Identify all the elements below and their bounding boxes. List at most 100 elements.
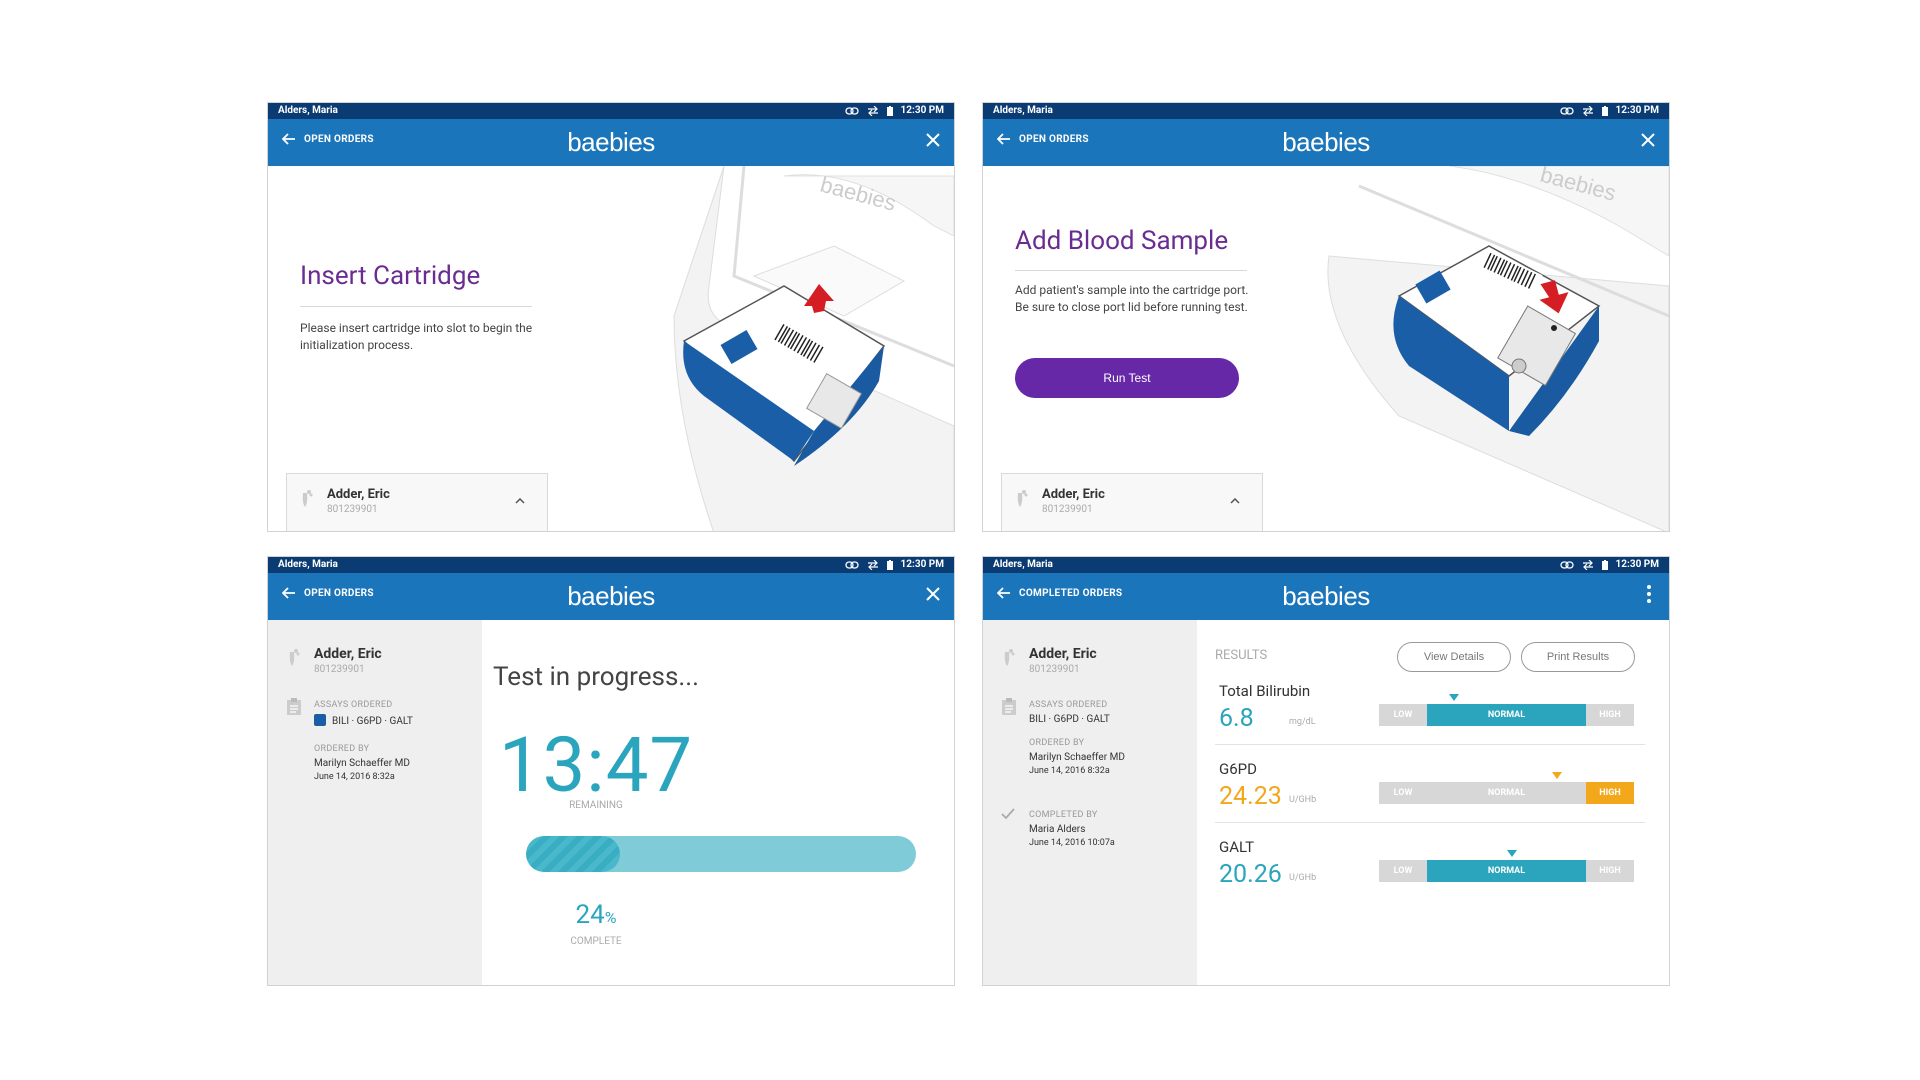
scale-normal: NORMAL (1427, 782, 1586, 804)
battery-icon (886, 560, 893, 570)
status-bar: Alders, Maria 12:30 PM (983, 557, 1669, 573)
page-title: Insert Cartridge (300, 261, 481, 291)
scale-high: HIGH (1586, 782, 1634, 804)
patient-name: Adder, Eric (314, 646, 382, 662)
instructions: Please insert cartridge into slot to beg… (300, 321, 533, 352)
result-name: G6PD (1219, 760, 1257, 778)
ordered-by: Marilyn Schaeffer MD (1029, 752, 1125, 763)
footprint-icon (289, 649, 300, 666)
back-label: OPEN ORDERS (304, 133, 374, 145)
ordered-date: June 14, 2016 8:32a (1029, 766, 1110, 776)
value-marker (1552, 772, 1562, 779)
status-time: 12:30 PM (1615, 105, 1659, 116)
clipboard-icon (1002, 698, 1016, 715)
range-scale: LOW NORMAL HIGH (1379, 860, 1634, 882)
chevron-up-icon[interactable] (1230, 498, 1240, 504)
row-divider (1215, 822, 1645, 823)
clipboard-icon (287, 698, 301, 715)
back-button[interactable]: OPEN ORDERS (282, 133, 374, 145)
back-label: OPEN ORDERS (1019, 133, 1089, 145)
screen-test-in-progress: Alders, Maria 12:30 PM OPEN ORDERS baebi… (267, 556, 955, 986)
range-scale: LOW NORMAL HIGH (1379, 704, 1634, 726)
back-button[interactable]: COMPLETED ORDERS (997, 587, 1122, 599)
content: Adder, Eric 801239901 ASSAYS ORDERED BIL… (268, 620, 954, 985)
scale-high: HIGH (1586, 704, 1634, 726)
completed-date: June 14, 2016 10:07a (1029, 838, 1115, 848)
percent-unit: % (604, 908, 617, 927)
order-sidebar: Adder, Eric 801239901 ASSAYS ORDERED BIL… (983, 620, 1197, 985)
battery-icon (886, 106, 893, 116)
value-marker (1507, 850, 1517, 857)
scale-normal: NORMAL (1427, 704, 1586, 726)
result-unit: mg/dL (1289, 717, 1316, 727)
scale-normal: NORMAL (1427, 860, 1586, 882)
patient-card[interactable]: Adder, Eric 801239901 (1001, 473, 1263, 531)
view-details-button[interactable]: View Details (1397, 642, 1511, 672)
divider (1015, 270, 1247, 271)
result-value: 20.26 (1219, 860, 1282, 889)
close-icon[interactable] (926, 133, 940, 147)
divider (300, 306, 532, 307)
transfer-icon (867, 106, 878, 116)
transfer-icon (867, 560, 878, 570)
result-value: 6.8 (1219, 704, 1254, 733)
link-icon (1559, 561, 1574, 569)
patient-card[interactable]: Adder, Eric 801239901 (286, 473, 548, 531)
patient-name: Adder, Eric (1029, 646, 1097, 662)
link-icon (844, 561, 859, 569)
ordered-by-label: ORDERED BY (1029, 738, 1085, 748)
row-divider (1215, 744, 1645, 745)
timer: 13:47 (498, 720, 694, 810)
content: Adder, Eric 801239901 ASSAYS ORDERED BIL… (983, 620, 1669, 985)
percent-label: COMPLETE (570, 936, 622, 947)
ordered-by-label: ORDERED BY (314, 744, 370, 754)
transfer-icon (1582, 106, 1593, 116)
brand-logo: baebies (1282, 581, 1370, 611)
progress-fill (526, 836, 620, 872)
progress-title: Test in progress... (493, 662, 699, 692)
back-button[interactable]: OPEN ORDERS (997, 133, 1089, 145)
cartridge-swatch (314, 714, 326, 726)
scale-low: LOW (1379, 704, 1427, 726)
status-user: Alders, Maria (278, 559, 338, 570)
progress-bar (526, 836, 916, 872)
battery-icon (1601, 560, 1608, 570)
back-button[interactable]: OPEN ORDERS (282, 587, 374, 599)
status-user: Alders, Maria (278, 105, 338, 116)
run-test-button[interactable]: Run Test (1015, 358, 1239, 398)
check-icon (1001, 808, 1015, 820)
percent-value: 24 (575, 900, 605, 930)
result-value: 24.23 (1219, 782, 1282, 811)
link-icon (1559, 107, 1574, 115)
result-unit: U/GHb (1289, 795, 1317, 805)
chevron-up-icon[interactable] (515, 498, 525, 504)
timer-label: REMAINING (569, 800, 623, 811)
assays-list: BILI · G6PD · GALT (332, 716, 413, 727)
scale-low: LOW (1379, 782, 1427, 804)
patient-name: Adder, Eric (327, 487, 390, 502)
status-user: Alders, Maria (993, 559, 1053, 570)
status-user: Alders, Maria (993, 105, 1053, 116)
assays-list: BILI · G6PD · GALT (1029, 714, 1110, 725)
print-results-button[interactable]: Print Results (1521, 642, 1635, 672)
status-time: 12:30 PM (900, 559, 944, 570)
content: Insert Cartridge Please insert cartridge… (268, 166, 954, 531)
status-bar: Alders, Maria 12:30 PM (268, 557, 954, 573)
footprint-icon (302, 490, 313, 507)
status-bar: Alders, Maria 12:30 PM (268, 103, 954, 119)
close-icon[interactable] (926, 587, 940, 601)
back-label: COMPLETED ORDERS (1019, 587, 1123, 599)
app-bar: OPEN ORDERS baebies (268, 119, 954, 166)
completed-by-label: COMPLETED BY (1029, 810, 1098, 820)
more-vert-icon[interactable] (1647, 585, 1651, 603)
close-icon[interactable] (1641, 133, 1655, 147)
footprint-icon (1017, 490, 1028, 507)
brand-logo: baebies (1282, 127, 1370, 157)
brand-logo: baebies (567, 581, 655, 611)
scale-low: LOW (1379, 860, 1427, 882)
patient-id: 801239901 (314, 664, 365, 675)
app-bar: OPEN ORDERS baebies (983, 119, 1669, 166)
value-marker (1449, 694, 1459, 701)
scale-high: HIGH (1586, 860, 1634, 882)
assays-label: ASSAYS ORDERED (314, 700, 393, 710)
